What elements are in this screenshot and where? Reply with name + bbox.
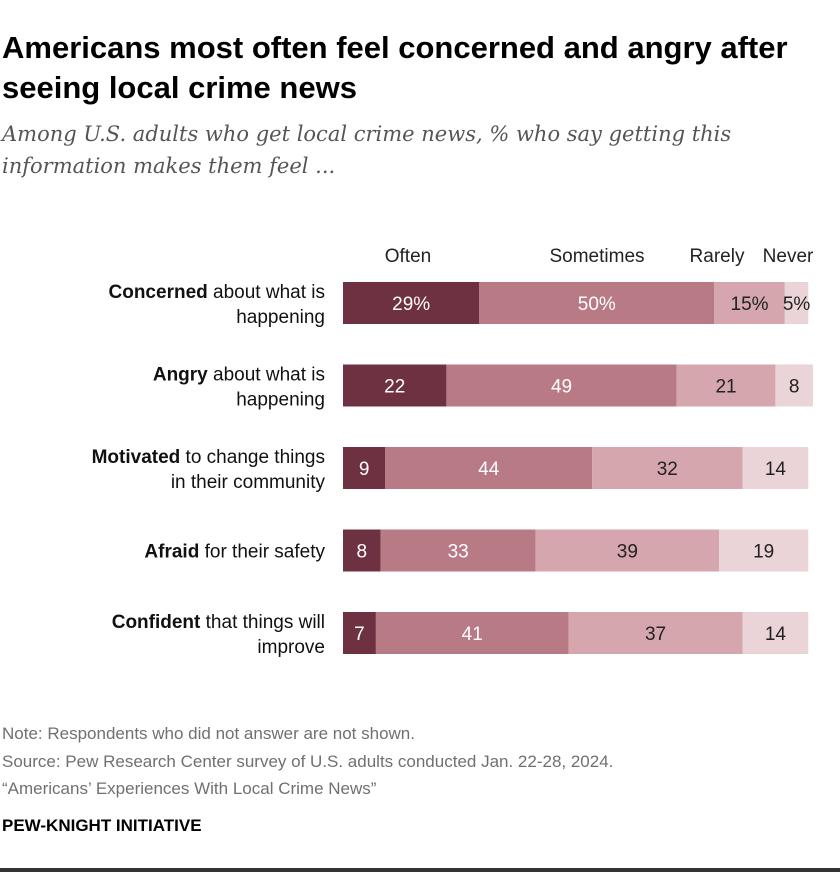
category-label: Angry about what is <box>153 365 325 386</box>
value-label: 5% <box>783 294 811 315</box>
bar-often <box>343 447 386 489</box>
bar-sometimes <box>446 364 677 407</box>
value-label: 7 <box>354 624 365 645</box>
value-label: 8 <box>357 542 368 563</box>
stacked-bar-chart: Often Sometimes Rarely Never Concerned about… <box>92 246 814 658</box>
chart-subtitle: Among U.S. adults who get local crime ne… <box>2 122 732 178</box>
bar-rarely <box>535 529 719 572</box>
legend-label-rarely: Rarely <box>690 246 745 267</box>
report-title: “Americans’ Experiences With Local Crime… <box>2 779 377 798</box>
value-label: 32 <box>657 459 678 480</box>
bar-sometimes <box>375 612 569 654</box>
value-label: 22 <box>384 377 405 398</box>
legend-label-often: Often <box>385 246 431 267</box>
source-text: Source: Pew Research Center survey of U.… <box>2 752 614 771</box>
brand-logo-text: PEW-KNIGHT INITIATIVE <box>2 816 202 835</box>
bar-never <box>742 447 809 489</box>
bar-rarely <box>714 282 785 324</box>
bar-often <box>343 282 480 324</box>
value-label: 9 <box>359 459 370 480</box>
bar-often <box>343 364 447 407</box>
category-label: Afraid for their safety <box>144 542 325 563</box>
note-text: Note: Respondents who did not answer are… <box>2 724 415 743</box>
bar-rarely <box>676 364 776 407</box>
value-label: 15% <box>731 294 769 315</box>
bar-never <box>784 282 809 324</box>
value-label: 39 <box>617 542 638 563</box>
bar-rarely <box>568 612 743 654</box>
value-label: 37 <box>645 624 666 645</box>
value-label: 19 <box>753 542 774 563</box>
value-label: 14 <box>765 624 787 645</box>
category-label: Concerned about what is <box>109 282 326 303</box>
bar-never <box>775 364 813 407</box>
value-label: 33 <box>448 542 469 563</box>
chart-title: Americans most often feel concerned and … <box>2 30 788 105</box>
value-label: 49 <box>551 377 572 398</box>
value-label: 21 <box>715 377 736 398</box>
bar-sometimes <box>385 447 593 489</box>
value-label: 29% <box>392 294 430 315</box>
bar-sometimes <box>479 282 715 324</box>
value-label: 44 <box>478 459 500 480</box>
category-label: Confident that things will <box>112 612 325 633</box>
bar-often <box>343 529 381 572</box>
bar-sometimes <box>380 529 536 572</box>
bar-often <box>343 612 376 654</box>
category-label-line2: improve <box>257 637 325 658</box>
legend-label-never: Never <box>763 246 814 267</box>
legend-label-sometimes: Sometimes <box>549 246 644 267</box>
category-label: Motivated to change things <box>92 447 325 468</box>
category-label-line2: happening <box>236 390 325 411</box>
bar-never <box>742 612 809 654</box>
value-label: 14 <box>765 459 787 480</box>
bar-rarely <box>592 447 743 489</box>
category-label-line2: in their community <box>171 472 326 493</box>
value-label: 41 <box>462 624 483 645</box>
bottom-rule <box>0 868 840 872</box>
category-label-line2: happening <box>236 307 325 328</box>
value-label: 8 <box>789 377 800 398</box>
value-label: 50% <box>578 294 616 315</box>
bar-never <box>719 529 809 572</box>
